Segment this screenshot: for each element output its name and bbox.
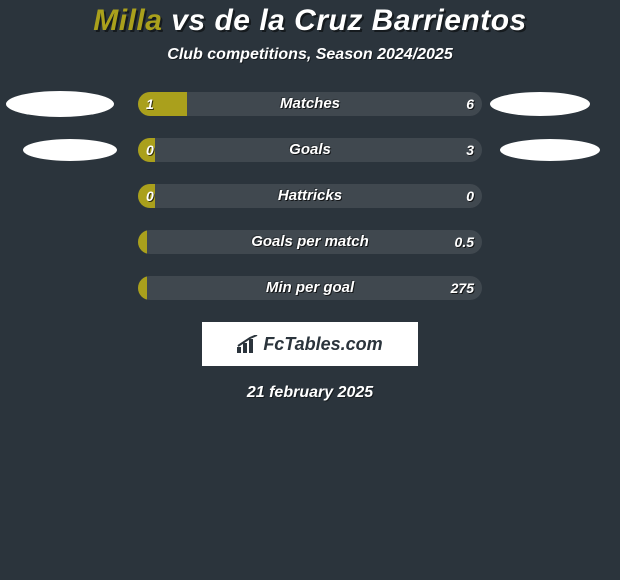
stat-row: Min per goal275 — [0, 276, 620, 300]
left-team-marker — [6, 91, 114, 117]
bar-track — [138, 92, 482, 116]
page-title: Milla vs de la Cruz Barrientos — [0, 0, 620, 38]
logo-box: FcTables.com — [202, 322, 418, 366]
bar-track — [138, 184, 482, 208]
stat-row: Goals03 — [0, 138, 620, 162]
stat-row: Matches16 — [0, 92, 620, 116]
bar-track — [138, 276, 482, 300]
bar-track — [138, 230, 482, 254]
bars-icon — [237, 335, 259, 353]
bar-fill-left — [138, 230, 147, 254]
subtitle: Club competitions, Season 2024/2025 — [0, 46, 620, 64]
title-right: de la Cruz Barrientos — [214, 4, 526, 37]
comparison-chart: Matches16 Goals03 Hattricks00 Goals per mat… — [0, 92, 620, 300]
left-team-marker — [23, 139, 117, 161]
bar-fill-left — [138, 138, 155, 162]
bar-fill-left — [138, 276, 147, 300]
title-vs: vs — [162, 4, 214, 37]
bar-fill-left — [138, 184, 155, 208]
logo-text: FcTables.com — [263, 334, 382, 355]
stat-row: Hattricks00 — [0, 184, 620, 208]
stat-row: Goals per match0.5 — [0, 230, 620, 254]
bar-track — [138, 138, 482, 162]
bar-fill-left — [138, 92, 187, 116]
right-team-marker — [490, 92, 590, 116]
date-label: 21 february 2025 — [0, 384, 620, 402]
title-left: Milla — [93, 4, 162, 37]
right-team-marker — [500, 139, 600, 161]
